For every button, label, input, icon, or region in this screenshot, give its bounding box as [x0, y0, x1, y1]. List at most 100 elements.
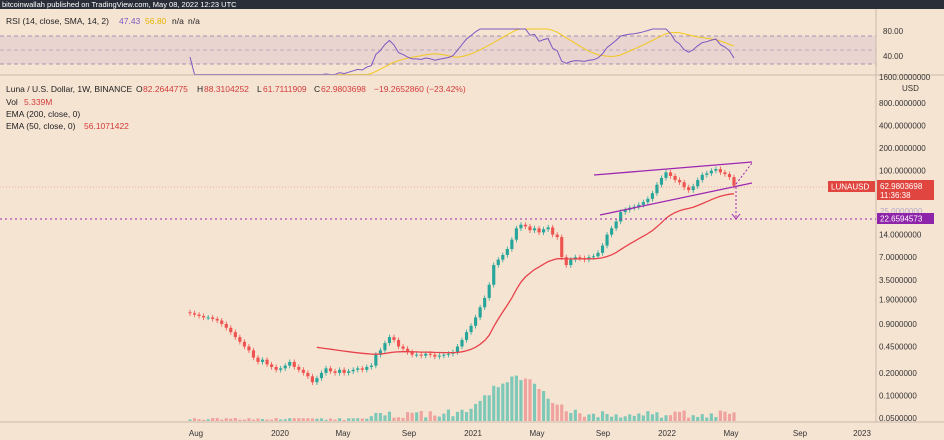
- time-tick-4: 2021: [464, 429, 482, 438]
- ohlc-low: 61.7111909: [263, 84, 307, 94]
- candle: [288, 359, 291, 368]
- candle-body: [370, 366, 373, 367]
- candle: [565, 255, 568, 268]
- time-axis: Aug 2020 May Sep 2021 May Sep 2022 May Sep 2023: [189, 429, 872, 438]
- candle: [497, 257, 500, 268]
- volume-bar: [628, 414, 631, 421]
- ohlc-close: 62.9803698: [321, 84, 366, 94]
- candle-body: [365, 367, 368, 370]
- candle-body: [501, 255, 504, 260]
- volume-bar: [501, 384, 504, 421]
- candle: [551, 225, 554, 237]
- volume-bar: [578, 413, 581, 421]
- candle-body: [701, 175, 704, 180]
- rsi-value: 47.43: [119, 16, 141, 26]
- candle-body: [515, 228, 518, 239]
- volume-bar: [347, 418, 350, 421]
- volume-bar: [492, 386, 495, 421]
- volume-bar: [315, 419, 318, 421]
- volume-bar: [293, 418, 296, 421]
- candle-body: [673, 176, 676, 180]
- candle-body: [596, 253, 599, 256]
- volume-bar: [220, 420, 223, 421]
- candle: [420, 352, 423, 358]
- candle-body: [324, 368, 327, 373]
- volume-bar: [646, 411, 649, 421]
- channel-lower-line: [600, 183, 752, 215]
- volume-bar: [537, 389, 540, 421]
- candle: [370, 363, 373, 370]
- ohlc-open-label: O: [136, 84, 143, 94]
- candle-body: [719, 169, 722, 172]
- candle: [256, 355, 259, 365]
- volume-bar: [669, 415, 672, 421]
- candle: [356, 366, 359, 373]
- ema200-label: EMA (200, close, 0): [6, 109, 80, 119]
- candle-body: [506, 249, 509, 255]
- volume-bar: [216, 418, 219, 421]
- candle: [474, 315, 477, 329]
- volume-bar: [692, 415, 695, 421]
- volume-bar: [447, 409, 450, 421]
- candle-body: [560, 237, 563, 257]
- volume-bar: [275, 418, 278, 421]
- candle-body: [456, 347, 459, 353]
- volume-bar: [583, 417, 586, 421]
- candle-body: [261, 360, 264, 362]
- candle-body: [388, 337, 391, 343]
- volume-bar: [401, 418, 404, 421]
- candle-body: [519, 225, 522, 229]
- candle: [651, 191, 654, 202]
- candle: [193, 311, 196, 318]
- price-tick-11: 0.2000000: [879, 369, 917, 378]
- candle-body: [216, 319, 219, 321]
- candle: [506, 247, 509, 258]
- candle-body: [488, 285, 491, 298]
- volume-bar: [524, 379, 527, 421]
- candle: [216, 316, 219, 323]
- time-tick-2: May: [335, 429, 350, 438]
- candle: [510, 237, 513, 252]
- volume-bar: [297, 418, 300, 421]
- candle-body: [397, 340, 400, 347]
- volume-bar: [229, 419, 232, 421]
- candle-body: [415, 355, 418, 356]
- volume-bar: [547, 399, 550, 421]
- volume-bar: [615, 414, 618, 421]
- rsi-na-2: n/a: [188, 16, 200, 26]
- candle-body: [592, 256, 595, 257]
- candle: [519, 222, 522, 231]
- volume-bar: [456, 412, 459, 421]
- volume-bar: [324, 420, 327, 421]
- volume-bar: [356, 418, 359, 421]
- candle: [302, 367, 305, 375]
- candle-body: [732, 177, 735, 186]
- candle: [624, 207, 627, 214]
- candle-body: [247, 347, 250, 351]
- candle: [220, 318, 223, 327]
- volume-bar: [329, 418, 332, 421]
- candle: [293, 359, 296, 369]
- price-axis-currency: USD: [902, 84, 919, 93]
- volume-bar: [542, 391, 545, 421]
- candle-body: [619, 212, 622, 221]
- ema50-value: 56.1071422: [84, 121, 129, 131]
- published-text: bitcoinwallah published on TradingView.c…: [2, 0, 237, 9]
- volume-bar: [479, 401, 482, 421]
- candle: [225, 321, 228, 330]
- volume-bar: [225, 418, 228, 421]
- volume-bar: [587, 414, 590, 421]
- level-price: 22.6594573: [880, 215, 923, 224]
- candle-body: [220, 321, 223, 324]
- volume-bar: [533, 384, 536, 421]
- candle-body: [284, 366, 287, 369]
- volume-bar: [469, 409, 472, 421]
- volume-bar: [252, 420, 255, 421]
- candle-body: [356, 368, 359, 369]
- price-tick-10: 0.4500000: [879, 343, 917, 352]
- volume-bar: [338, 418, 341, 421]
- candle-body: [315, 378, 318, 382]
- volume-bar: [261, 419, 264, 421]
- candle: [483, 295, 486, 310]
